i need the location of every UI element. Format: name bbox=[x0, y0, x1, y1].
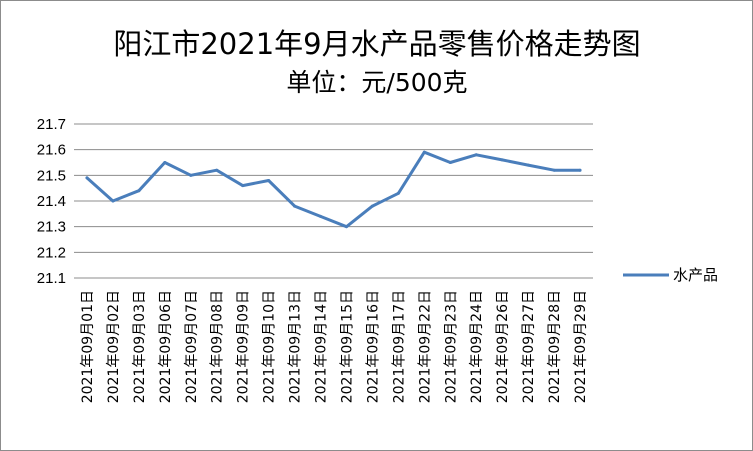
chart-subtitle: 单位：元/500克 bbox=[286, 68, 467, 97]
y-tick-label: 21.1 bbox=[37, 270, 66, 287]
x-tick-label: 2021年09月14日 bbox=[314, 290, 330, 403]
x-tick-label: 2021年09月07日 bbox=[184, 290, 200, 403]
y-tick-label: 21.4 bbox=[37, 193, 66, 210]
y-tick-label: 21.5 bbox=[37, 167, 66, 184]
x-tick-label: 2021年09月03日 bbox=[132, 290, 148, 403]
x-tick-label: 2021年09月26日 bbox=[495, 290, 511, 403]
data-point bbox=[137, 189, 141, 193]
legend: 水产品 bbox=[623, 266, 718, 284]
x-tick-label: 2021年09月15日 bbox=[339, 290, 355, 403]
data-point bbox=[215, 168, 219, 172]
data-point bbox=[189, 173, 193, 177]
series-line bbox=[85, 150, 582, 229]
data-point bbox=[85, 176, 89, 180]
y-tick-label: 21.2 bbox=[37, 244, 66, 261]
x-tick-label: 2021年09月22日 bbox=[417, 290, 433, 403]
data-point bbox=[241, 184, 245, 188]
x-tick-label: 2021年09月29日 bbox=[573, 290, 589, 403]
data-point bbox=[526, 163, 530, 167]
x-tick-label: 2021年09月10日 bbox=[262, 290, 278, 403]
data-point bbox=[111, 199, 115, 203]
x-tick-label: 2021年09月01日 bbox=[80, 290, 96, 403]
x-tick-label: 2021年09月02日 bbox=[106, 290, 122, 403]
x-tick-label: 2021年09月06日 bbox=[158, 290, 174, 403]
data-point bbox=[396, 191, 400, 195]
x-tick-label: 2021年09月16日 bbox=[365, 290, 381, 403]
x-tick-label: 2021年09月13日 bbox=[288, 290, 304, 403]
series-group bbox=[85, 150, 582, 229]
data-point bbox=[448, 161, 452, 164]
data-point bbox=[319, 214, 323, 218]
data-point bbox=[474, 153, 478, 157]
data-point bbox=[422, 150, 426, 154]
y-axis-tick-labels: 21.1 21.2 21.3 21.4 21.5 21.6 21.7 bbox=[37, 116, 66, 287]
data-point bbox=[163, 161, 167, 164]
data-point bbox=[267, 178, 271, 182]
x-tick-label: 2021年09月24日 bbox=[469, 290, 485, 403]
legend-label: 水产品 bbox=[673, 266, 718, 284]
data-point bbox=[293, 204, 297, 208]
data-point bbox=[578, 168, 582, 172]
y-tick-label: 21.6 bbox=[37, 142, 66, 159]
gridlines bbox=[74, 123, 593, 279]
y-tick-label: 21.3 bbox=[37, 219, 66, 236]
data-point bbox=[370, 204, 374, 208]
x-axis-tick-labels: 2021年09月01日 2021年09月02日 2021年09月03日 2021年09… bbox=[80, 290, 589, 403]
data-point bbox=[500, 158, 504, 162]
data-point bbox=[344, 225, 348, 229]
x-tick-label: 2021年09月09日 bbox=[236, 290, 252, 403]
x-tick-label: 2021年09月17日 bbox=[391, 290, 407, 403]
x-tick-label: 2021年09月23日 bbox=[443, 290, 459, 403]
x-tick-label: 2021年09月28日 bbox=[547, 290, 563, 403]
x-tick-label: 2021年09月27日 bbox=[521, 290, 537, 403]
data-point bbox=[552, 168, 556, 172]
chart-title: 阳江市2021年9月水产品零售价格走势图 bbox=[113, 27, 640, 61]
x-tick-label: 2021年09月08日 bbox=[210, 290, 226, 403]
y-tick-label: 21.7 bbox=[37, 116, 66, 133]
